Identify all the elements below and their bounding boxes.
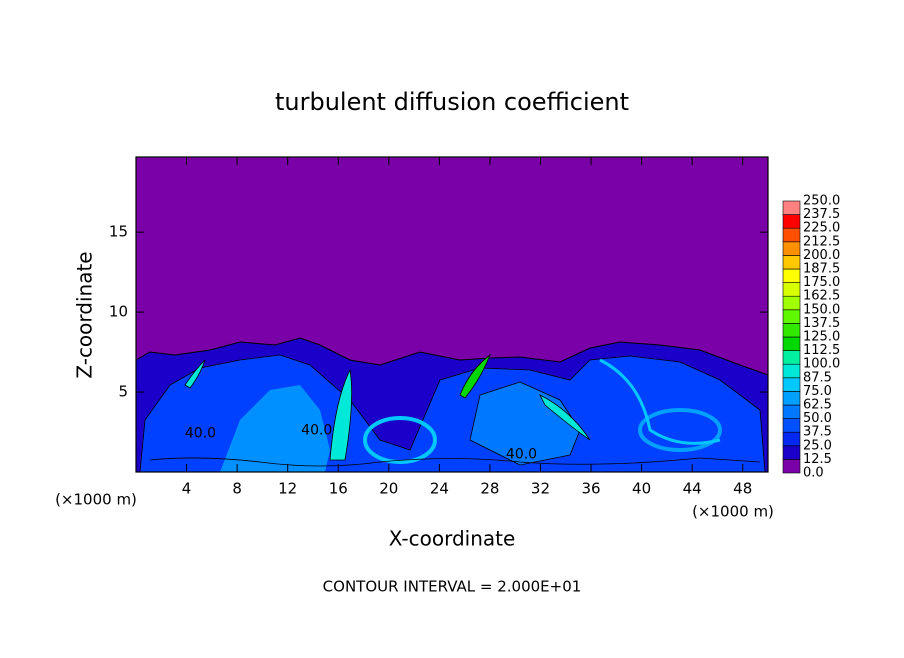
x-unit-label: (×1000 m) — [55, 491, 137, 509]
colorbar-label: 62.5 — [803, 398, 832, 413]
colorbar-box — [782, 418, 801, 433]
colorbar-box — [782, 350, 801, 365]
colorbar-label: 50.0 — [803, 411, 832, 426]
chart-title: turbulent diffusion coefficient — [275, 88, 629, 116]
plot-frame — [135, 156, 769, 473]
field-region — [220, 385, 330, 472]
x-tick-label: 32 — [531, 480, 550, 498]
colorbar-box — [782, 363, 801, 379]
colorbar-label: 75.0 — [803, 384, 832, 399]
colorbar-label: 175.0 — [803, 275, 840, 290]
field-swirl — [638, 408, 722, 452]
contour-label: 40.0 — [506, 446, 537, 462]
colorbar-box — [782, 377, 801, 392]
x-tick-label: 48 — [733, 480, 752, 498]
colorbar-label: 237.5 — [803, 207, 840, 222]
colorbar-label: 150.0 — [803, 302, 840, 317]
colorbar-box — [782, 309, 801, 324]
colorbar-box — [782, 323, 801, 338]
colorbar-label: 37.5 — [803, 425, 832, 440]
field — [135, 157, 769, 473]
colorbar-box — [782, 295, 801, 311]
x-tick-label: 8 — [232, 480, 242, 498]
colorbar-box — [782, 214, 801, 229]
colorbar-label: 250.0 — [803, 194, 840, 209]
colorbar-box — [782, 241, 801, 256]
colorbar-label: 137.5 — [803, 316, 840, 331]
contour-line — [149, 457, 761, 467]
colorbar-label: 212.5 — [803, 234, 840, 249]
x-tick-label: 28 — [480, 480, 499, 498]
y-tick-label: 10 — [109, 303, 128, 321]
x-tick-label: 36 — [581, 480, 600, 498]
colorbar-box — [782, 445, 801, 460]
colorbar-box — [782, 404, 801, 419]
x-tick-label: 24 — [430, 480, 449, 498]
colorbar-label: 12.5 — [803, 452, 832, 467]
colorbar-label: 187.5 — [803, 262, 840, 277]
x-tick-label: 12 — [278, 480, 297, 498]
colorbar-label: 225.0 — [803, 221, 840, 236]
field-region — [459, 353, 491, 399]
colorbar-box — [782, 268, 801, 283]
colorbar-label: 0.0 — [803, 466, 824, 481]
colorbar-box — [782, 459, 801, 474]
contour-label: 40.0 — [301, 422, 332, 438]
colorbar-box — [782, 391, 801, 406]
colorbar-label: 112.5 — [803, 343, 840, 358]
y-axis-title: Z-coordinate — [73, 251, 97, 378]
colorbar-box — [782, 282, 801, 297]
colorbar-label: 87.5 — [803, 370, 832, 385]
field-swirl — [599, 358, 721, 445]
colorbar-label: 125.0 — [803, 330, 840, 345]
colorbar-label: 200.0 — [803, 248, 840, 263]
field-region — [184, 359, 206, 389]
field-region — [539, 394, 591, 441]
colorbar-label: 162.5 — [803, 289, 840, 304]
x-unit-label: (×1000 m) — [692, 503, 774, 521]
footer-note: CONTOUR INTERVAL = 2.000E+01 — [323, 578, 582, 596]
y-tick-label: 15 — [109, 223, 128, 241]
colorbar-box — [782, 336, 801, 351]
x-tick-label: 16 — [329, 480, 348, 498]
colorbar-box — [782, 255, 801, 270]
colorbar-label: 25.0 — [803, 438, 832, 453]
x-axis-title: X-coordinate — [389, 527, 516, 551]
x-tick-label: 44 — [683, 480, 702, 498]
colorbar-box — [782, 200, 801, 215]
x-tick-label: 4 — [182, 480, 192, 498]
field-region — [329, 368, 353, 461]
colorbar-box — [782, 227, 801, 243]
x-tick-label: 20 — [379, 480, 398, 498]
contour-label: 40.0 — [185, 426, 216, 442]
colorbar-label: 100.0 — [803, 357, 840, 372]
colorbar-box — [782, 431, 801, 447]
field-swirl — [363, 416, 437, 464]
x-tick-label: 40 — [632, 480, 651, 498]
y-tick-label: 5 — [118, 383, 128, 401]
